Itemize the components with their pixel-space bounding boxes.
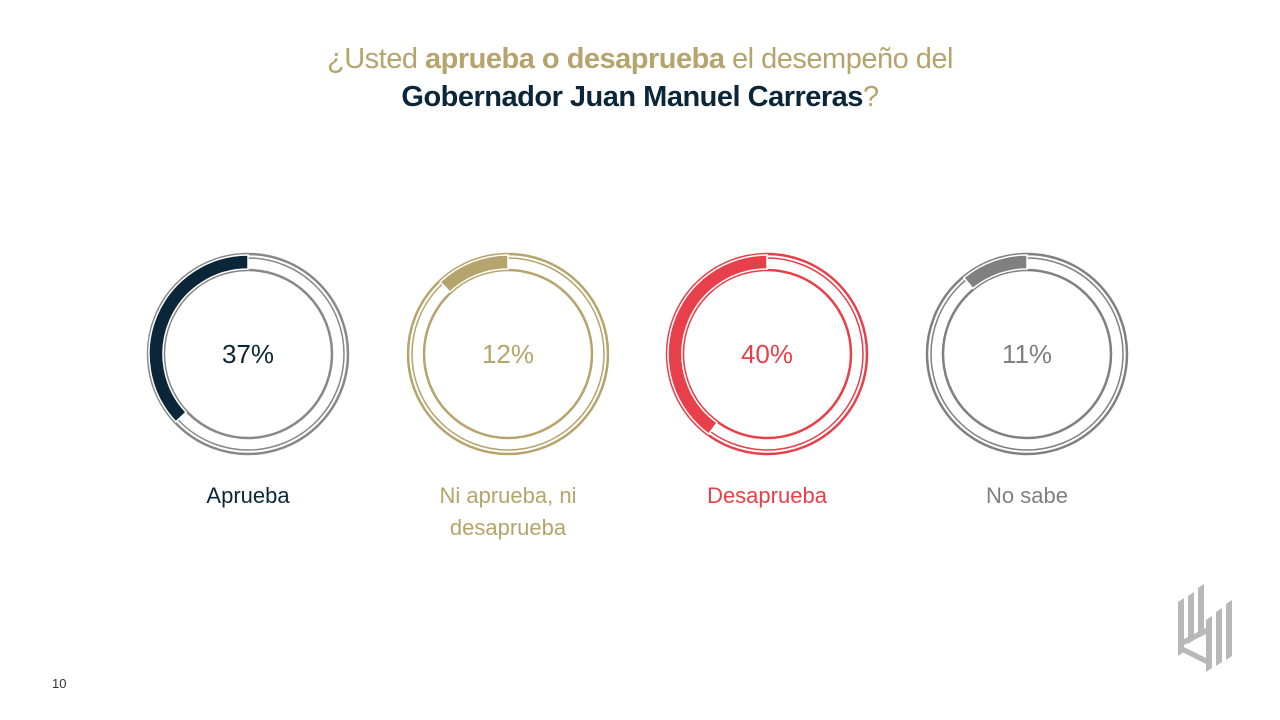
company-logo-icon (1178, 584, 1232, 672)
donut-outer-ring (665, 252, 869, 456)
title-part: ¿Usted (327, 43, 426, 75)
donut-segment-aprueba (148, 254, 249, 423)
value-label: 37% (222, 339, 274, 369)
donut-inner-ring (941, 268, 1113, 440)
value-label: 11% (1002, 339, 1052, 369)
donut-segment-desaprueba (667, 254, 768, 436)
chart-title: ¿Usted aprueba o desaprueba el desempeño… (0, 40, 1280, 116)
donut-segment-no-sabe (962, 254, 1028, 290)
category-label: Aprueba (206, 483, 290, 508)
donut-inner-ring (422, 268, 594, 440)
page-number: 10 (52, 676, 67, 691)
donut-segment-ni-aprueba-ni-desaprueba (439, 254, 509, 294)
title-part: Gobernador Juan Manuel Carreras (401, 81, 863, 113)
category-label: Desaprueba (707, 483, 827, 508)
value-label: 40% (741, 339, 793, 369)
donut-outer-ring (406, 252, 610, 456)
donut-outer-ring (925, 252, 1129, 456)
donut-inner-ring (681, 268, 853, 440)
title-part: aprueba o desaprueba (425, 43, 725, 75)
value-label: 12% (482, 339, 534, 369)
category-label: No sabe (986, 483, 1068, 508)
donut-outer-ring (146, 252, 350, 456)
category-label: Ni aprueba, ni desaprueba (439, 483, 577, 540)
title-part: el desempeño del (724, 43, 953, 75)
title-part: ? (862, 81, 879, 113)
donut-inner-ring (162, 268, 334, 440)
